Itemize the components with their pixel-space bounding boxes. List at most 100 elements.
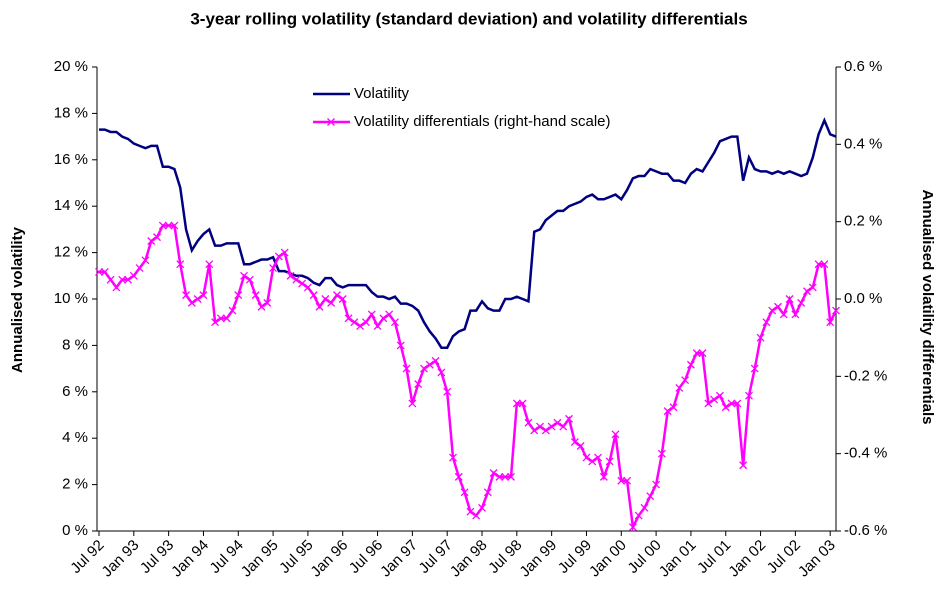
series-marker xyxy=(315,302,324,311)
series-line xyxy=(99,224,838,532)
series-marker xyxy=(715,391,724,400)
series-marker xyxy=(466,507,475,516)
series-marker xyxy=(698,349,707,358)
y2-tick-label: 0.2 % xyxy=(844,213,882,230)
series-line xyxy=(99,117,837,349)
series-marker xyxy=(170,221,179,230)
series-marker xyxy=(501,472,510,481)
series-marker xyxy=(547,422,556,431)
series-marker xyxy=(222,314,231,323)
series-marker xyxy=(135,264,144,273)
series-marker xyxy=(739,461,748,470)
series-marker xyxy=(129,271,138,280)
series-marker xyxy=(124,275,132,284)
y2-tick-label: 0.6 % xyxy=(844,58,882,75)
series-marker xyxy=(704,399,713,408)
x-tick-label: Jan 97 xyxy=(377,537,421,581)
y-tick-label: 18 % xyxy=(54,104,88,121)
series-marker xyxy=(141,256,150,265)
series-marker xyxy=(391,318,399,327)
series-marker xyxy=(576,441,585,450)
series-marker xyxy=(808,283,817,292)
series-marker xyxy=(176,260,185,269)
series-marker xyxy=(634,511,643,520)
series-marker xyxy=(234,291,243,300)
series-marker xyxy=(205,260,214,269)
series-marker xyxy=(472,511,481,520)
series-marker xyxy=(240,271,249,280)
series-marker xyxy=(756,333,765,342)
series-marker xyxy=(332,291,341,300)
legend-label: Volatility differentials (right-hand sca… xyxy=(354,113,611,130)
series-marker xyxy=(361,318,370,327)
series-marker xyxy=(530,426,539,435)
series-marker xyxy=(228,306,237,315)
y-tick-label: 6 % xyxy=(62,383,88,400)
series-marker xyxy=(385,310,394,319)
series-marker xyxy=(327,298,336,307)
series-marker xyxy=(420,364,428,373)
series-marker xyxy=(541,426,550,435)
series-marker xyxy=(570,438,579,447)
series-marker xyxy=(414,380,423,389)
series-marker xyxy=(733,399,742,408)
y-tick-label: 2 % xyxy=(62,476,88,493)
series-marker xyxy=(727,399,736,408)
series-marker xyxy=(744,391,753,400)
y2-tick-label: -0.4 % xyxy=(844,445,887,462)
series-marker xyxy=(617,476,626,485)
series-marker xyxy=(814,260,823,269)
x-tick-label: Jan 96 xyxy=(307,537,351,581)
series-marker xyxy=(507,472,515,481)
series-marker xyxy=(640,503,649,512)
series-marker xyxy=(182,291,191,300)
series-marker xyxy=(628,523,637,532)
y-tick-label: 4 % xyxy=(62,429,88,446)
y-tick-label: 8 % xyxy=(62,336,88,353)
series-marker xyxy=(657,449,666,458)
y-tick-label: 14 % xyxy=(54,197,88,214)
series-marker xyxy=(263,298,272,307)
series-marker xyxy=(495,472,504,481)
series-marker xyxy=(350,318,359,327)
y-axis-title: Annualised volatility xyxy=(9,226,26,373)
series-marker xyxy=(663,407,672,416)
series-marker xyxy=(686,360,695,369)
series-marker xyxy=(536,422,544,431)
legend-label: Volatility xyxy=(354,85,410,102)
series-marker xyxy=(646,492,655,501)
series-marker xyxy=(565,414,574,423)
series-marker xyxy=(274,252,283,261)
series-marker xyxy=(599,472,608,481)
series-marker xyxy=(721,403,730,412)
series-marker xyxy=(211,318,220,327)
series-marker xyxy=(257,302,266,311)
series-marker xyxy=(768,306,777,315)
series-marker xyxy=(785,295,794,303)
series-marker xyxy=(147,237,156,245)
series-marker xyxy=(750,364,759,373)
series-marker xyxy=(710,395,719,404)
series-marker xyxy=(524,418,533,427)
series-marker xyxy=(832,306,840,315)
series-marker xyxy=(588,457,597,466)
y2-tick-label: -0.2 % xyxy=(844,367,887,384)
series-marker xyxy=(431,356,440,365)
series-marker xyxy=(669,403,678,412)
series-marker xyxy=(820,260,829,269)
x-tick-label: Jan 93 xyxy=(99,537,143,581)
series-marker xyxy=(443,387,452,396)
x-tick-label: Jan 00 xyxy=(586,537,630,581)
series-marker xyxy=(379,314,388,323)
series-marker xyxy=(338,295,347,303)
series-marker xyxy=(164,221,173,230)
series-marker xyxy=(280,248,289,257)
y-tick-label: 12 % xyxy=(54,244,88,261)
series-marker xyxy=(321,295,330,303)
series-marker xyxy=(681,376,690,385)
series-marker xyxy=(518,399,527,408)
x-tick-label: Jan 98 xyxy=(447,537,491,581)
y-tick-label: 16 % xyxy=(54,151,88,168)
series-marker xyxy=(216,314,225,323)
